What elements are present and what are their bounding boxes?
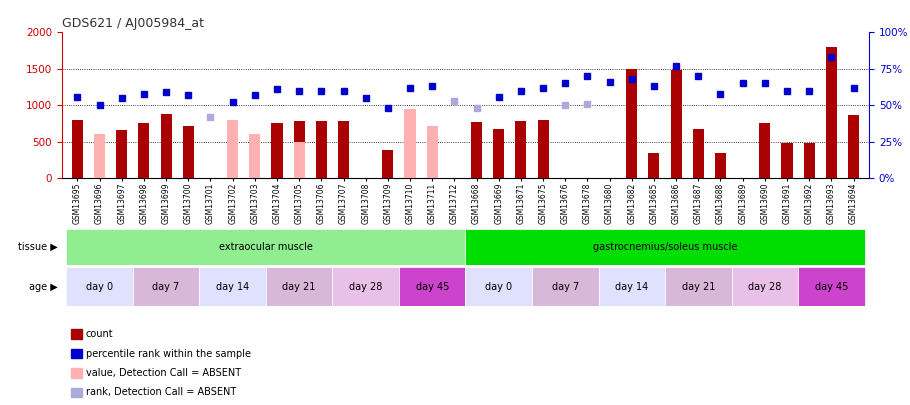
Bar (332, 267, 399, 306)
Bar (671, 70, 682, 178)
Text: day 0: day 0 (485, 281, 512, 292)
Text: day 14: day 14 (615, 281, 649, 292)
Bar (471, 122, 482, 178)
Bar (294, 143, 305, 178)
Bar (649, 153, 660, 178)
Text: day 28: day 28 (349, 281, 382, 292)
Bar (665, 267, 732, 306)
Text: rank, Detection Call = ABSENT: rank, Detection Call = ABSENT (86, 388, 236, 397)
Bar (138, 123, 149, 178)
Bar (427, 126, 438, 178)
Text: day 7: day 7 (551, 281, 579, 292)
Bar (493, 129, 504, 178)
Text: extraocular muscle: extraocular muscle (219, 242, 313, 252)
Bar (759, 123, 771, 178)
Bar (538, 120, 549, 178)
Text: count: count (86, 329, 113, 339)
Bar (116, 130, 127, 178)
Text: day 21: day 21 (682, 281, 715, 292)
Text: day 21: day 21 (282, 281, 316, 292)
Bar (382, 150, 393, 178)
Bar (404, 109, 416, 178)
Bar (798, 267, 864, 306)
Text: GDS621 / AJ005984_at: GDS621 / AJ005984_at (62, 17, 204, 30)
Text: day 45: day 45 (416, 281, 449, 292)
Bar (266, 267, 332, 306)
Text: day 7: day 7 (153, 281, 180, 292)
Text: day 14: day 14 (216, 281, 249, 292)
Bar (338, 122, 349, 178)
Text: value, Detection Call = ABSENT: value, Detection Call = ABSENT (86, 368, 240, 378)
Bar (848, 115, 859, 178)
Text: gastrocnemius/soleus muscle: gastrocnemius/soleus muscle (592, 242, 737, 252)
Bar (294, 122, 305, 178)
Bar (199, 267, 266, 306)
Bar (715, 153, 726, 178)
Text: tissue ▶: tissue ▶ (17, 242, 57, 252)
Bar (599, 267, 665, 306)
Bar (183, 126, 194, 178)
Bar (228, 120, 238, 178)
Bar (465, 229, 864, 265)
Bar (465, 267, 532, 306)
Bar (532, 267, 599, 306)
Bar (732, 267, 798, 306)
Text: day 28: day 28 (748, 281, 782, 292)
Bar (399, 267, 465, 306)
Text: day 0: day 0 (86, 281, 113, 292)
Bar (626, 69, 637, 178)
Bar (515, 121, 527, 178)
Bar (271, 123, 282, 178)
Bar (66, 267, 133, 306)
Bar (66, 229, 465, 265)
Bar (72, 120, 83, 178)
Bar (249, 134, 260, 178)
Text: age ▶: age ▶ (28, 281, 57, 292)
Bar (94, 134, 106, 178)
Text: percentile rank within the sample: percentile rank within the sample (86, 349, 250, 358)
Text: day 45: day 45 (814, 281, 848, 292)
Bar (160, 114, 172, 178)
Bar (782, 143, 793, 178)
Bar (133, 267, 199, 306)
Bar (825, 47, 837, 178)
Bar (693, 129, 703, 178)
Bar (804, 143, 814, 178)
Bar (316, 121, 327, 178)
